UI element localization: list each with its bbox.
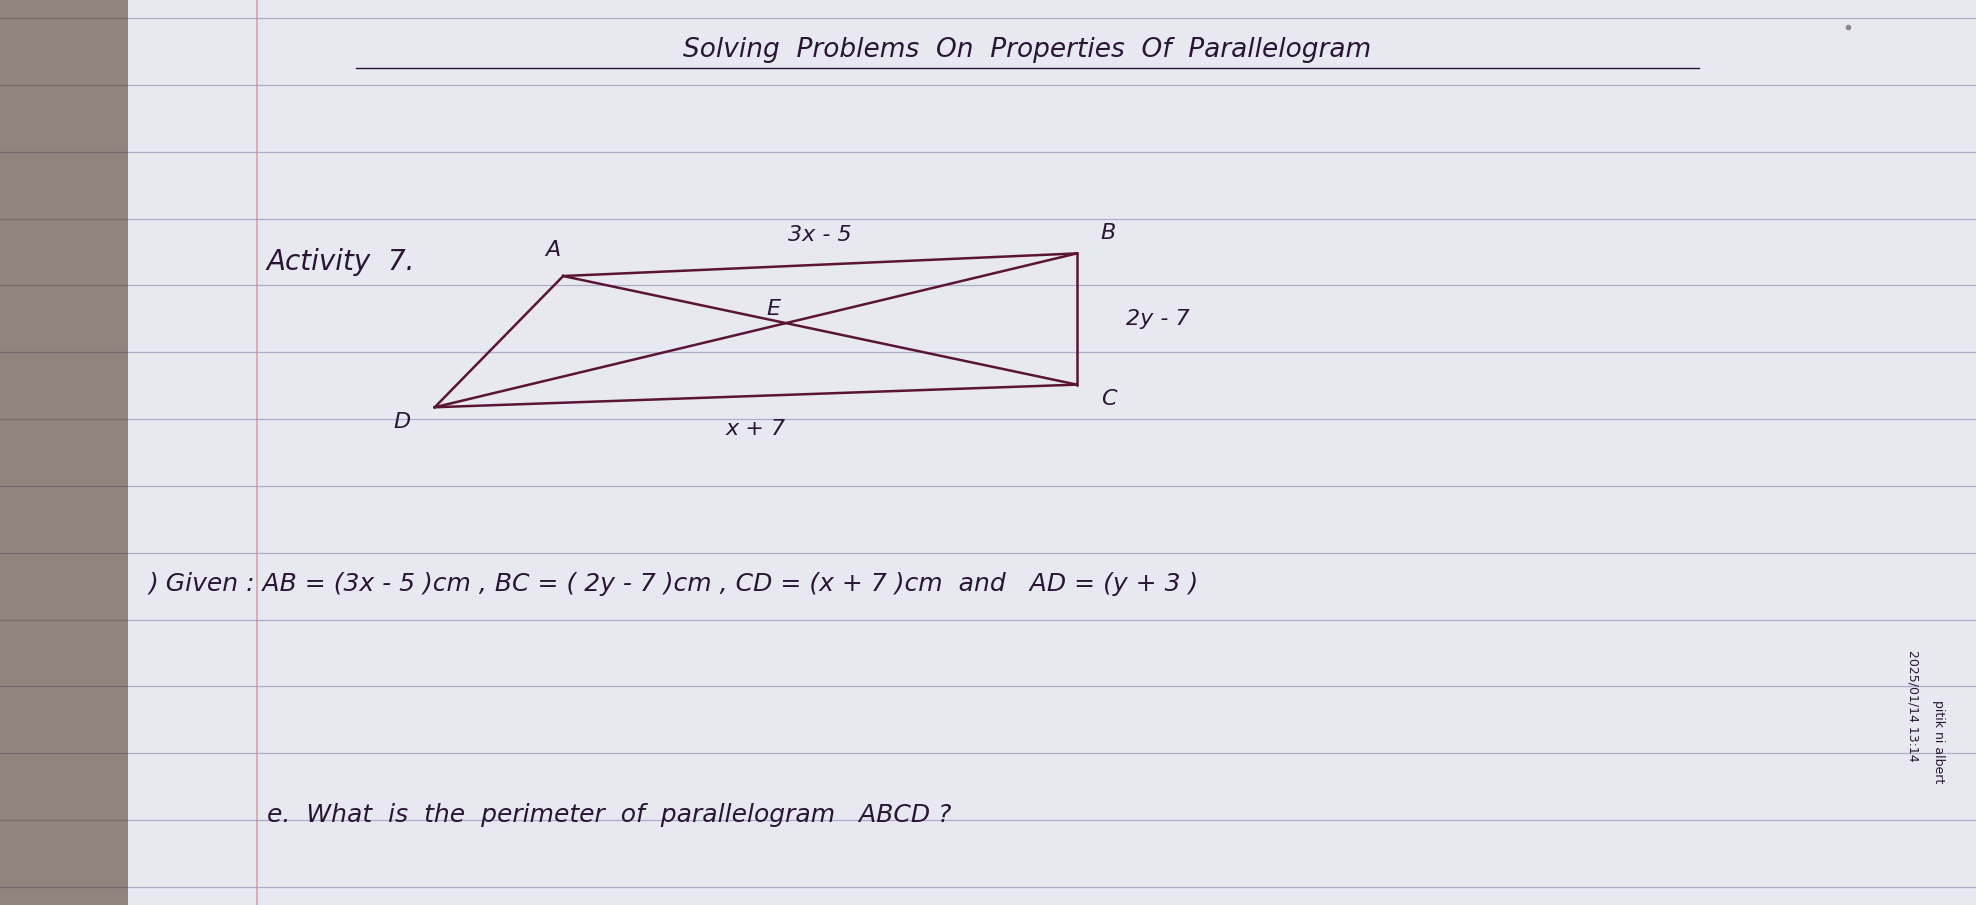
Text: 3x - 5: 3x - 5 bbox=[788, 224, 852, 244]
Text: D: D bbox=[393, 412, 411, 432]
Bar bbox=[0, 0, 128, 905]
Text: ) Given : AB = (3x - 5 )cm , BC = ( 2y - 7 )cm , CD = (x + 7 )cm  and   AD = (y : ) Given : AB = (3x - 5 )cm , BC = ( 2y -… bbox=[148, 572, 1199, 595]
Text: pitik ni albert: pitik ni albert bbox=[1933, 700, 1944, 784]
Text: A: A bbox=[545, 240, 561, 260]
Text: Activity  7.: Activity 7. bbox=[267, 249, 415, 276]
Text: C: C bbox=[1101, 389, 1116, 409]
Text: Solving  Problems  On  Properties  Of  Parallelogram: Solving Problems On Properties Of Parall… bbox=[684, 37, 1371, 62]
Text: e.  What  is  the  perimeter  of  parallelogram   ABCD ?: e. What is the perimeter of parallelogra… bbox=[267, 803, 950, 826]
Text: x + 7: x + 7 bbox=[725, 418, 786, 439]
Text: 2025/01/14 13:14: 2025/01/14 13:14 bbox=[1907, 650, 1919, 762]
Text: 2y - 7: 2y - 7 bbox=[1126, 309, 1190, 329]
Text: B: B bbox=[1101, 223, 1116, 243]
Text: E: E bbox=[767, 300, 781, 319]
